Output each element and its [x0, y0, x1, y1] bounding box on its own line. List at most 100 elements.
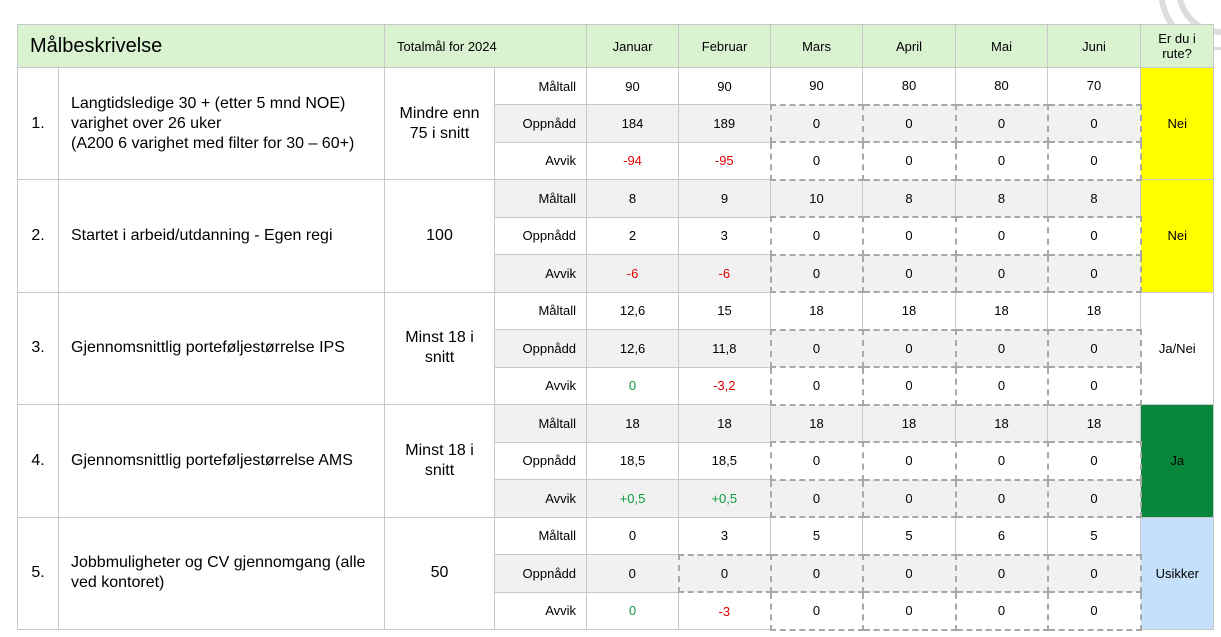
- value-cell: 18,5: [586, 441, 680, 480]
- value-cell: 18: [586, 404, 680, 443]
- status-header: Er du i rute?: [1140, 24, 1215, 68]
- month-header: Februar: [678, 24, 772, 68]
- metric-row: Oppnådd 184 189 0 0 0 0: [18, 103, 1214, 143]
- value-cell: 0: [769, 141, 864, 181]
- status: Nei: [1140, 179, 1215, 293]
- metric-label: Avvik: [494, 141, 588, 180]
- value-cell: 9: [678, 179, 772, 218]
- metric-row: Avvik +0,5 +0,5 0 0 0 0: [18, 478, 1214, 518]
- value-cell: -3,2: [678, 366, 772, 405]
- metric-label: Måltall: [494, 67, 588, 105]
- header-title: Målbeskrivelse: [16, 24, 386, 68]
- value-cell: 0: [954, 366, 1049, 406]
- target: Mindre enn 75 i snitt: [384, 67, 496, 180]
- value-cell: 0: [677, 553, 772, 593]
- month-header: Juni: [1047, 24, 1142, 68]
- metric-row: 2. Startet i arbeid/utdanning - Egen regi…: [17, 179, 1215, 293]
- month-header: April: [862, 24, 957, 68]
- value-cell: 0: [861, 103, 957, 143]
- status: Ja/Nei: [1140, 291, 1215, 405]
- value-cell: 0: [861, 591, 957, 631]
- metric-row: 5. Jobbmuligheter og CV gjennomgang (alle…: [17, 516, 1215, 630]
- month-header: Januar: [586, 24, 680, 68]
- row-number: 1.: [17, 67, 59, 180]
- value-cell: 0: [586, 366, 680, 405]
- value-cell: 0: [1046, 253, 1142, 293]
- value-cell: 0: [861, 216, 957, 256]
- value-cell: 0: [861, 366, 957, 406]
- description: Gjennomsnittlig porteføljestørrelse IPS: [57, 291, 386, 405]
- goal-table: Målbeskrivelse Totalmål for 2024 Januar F…: [16, 24, 1215, 631]
- value-cell: -6: [678, 254, 772, 293]
- month-header: Mars: [770, 24, 864, 68]
- value-cell: 18: [770, 404, 864, 443]
- status: Usikker: [1140, 516, 1215, 630]
- value-cell: 184: [586, 104, 680, 143]
- value-cell: 0: [861, 328, 957, 368]
- value-cell: -95: [678, 141, 772, 180]
- metric-row: Avvik -94 -95 0 0 0 0: [18, 141, 1214, 181]
- value-cell: 0: [1046, 328, 1142, 368]
- value-cell: 90: [678, 67, 772, 105]
- description: Jobbmuligheter og CV gjennomgang (alle v…: [57, 516, 386, 630]
- value-cell: 80: [862, 67, 957, 105]
- value-cell: 0: [861, 478, 957, 518]
- value-cell: 3: [678, 216, 772, 255]
- value-cell: 5: [770, 516, 864, 555]
- table-body: 1. Langtidsledige 30 + (etter 5 mnd NOE) …: [17, 67, 1215, 631]
- row-number: 3.: [17, 291, 59, 405]
- value-cell: 8: [955, 179, 1049, 218]
- value-cell: 8: [586, 179, 680, 218]
- status: Nei: [1140, 67, 1215, 180]
- metric-label: Avvik: [494, 254, 588, 293]
- description: Startet i arbeid/utdanning - Egen regi: [57, 179, 386, 293]
- value-cell: 18,5: [678, 441, 772, 480]
- value-cell: 2: [586, 216, 680, 255]
- row-number: 2.: [17, 179, 59, 293]
- metric-label: Måltall: [494, 404, 588, 443]
- value-cell: 0: [586, 516, 680, 555]
- value-cell: 0: [769, 216, 864, 256]
- value-cell: 18: [955, 404, 1049, 443]
- value-cell: 0: [861, 141, 957, 181]
- value-cell: 0: [1046, 141, 1142, 181]
- value-cell: 0: [769, 328, 864, 368]
- value-cell: 3: [678, 516, 772, 555]
- value-cell: 0: [1046, 103, 1142, 143]
- value-cell: 0: [769, 591, 864, 631]
- metric-label: Avvik: [494, 366, 588, 405]
- metric-row: 3. Gjennomsnittlig porteføljestørrelse IP…: [17, 291, 1215, 405]
- metric-row: Avvik 0 -3 0 0 0 0: [18, 591, 1214, 631]
- value-cell: 18: [862, 404, 957, 443]
- metric-label: Oppnådd: [494, 104, 588, 143]
- metric-row: 4. Gjennomsnittlig porteføljestørrelse AM…: [17, 404, 1215, 518]
- value-cell: 18: [955, 291, 1049, 330]
- row-number: 4.: [17, 404, 59, 518]
- value-cell: 0: [1046, 441, 1142, 481]
- value-cell: 0: [586, 554, 680, 593]
- value-cell: 0: [954, 253, 1049, 293]
- value-cell: 0: [769, 553, 864, 593]
- target: Minst 18 i snitt: [384, 404, 496, 518]
- value-cell: 0: [1046, 366, 1142, 406]
- target: 100: [384, 179, 496, 293]
- value-cell: 90: [586, 67, 680, 105]
- value-cell: 5: [1047, 516, 1142, 555]
- metric-row: Oppnådd 12,6 11,8 0 0 0 0: [18, 328, 1214, 368]
- description: Langtidsledige 30 + (etter 5 mnd NOE) va…: [57, 67, 386, 180]
- value-cell: -94: [586, 141, 680, 180]
- value-cell: 18: [770, 291, 864, 330]
- value-cell: 8: [862, 179, 957, 218]
- header-row: Målbeskrivelse Totalmål for 2024 Januar F…: [16, 24, 1215, 68]
- value-cell: 0: [954, 216, 1049, 256]
- metric-label: Oppnådd: [494, 554, 588, 593]
- value-cell: +0,5: [586, 479, 680, 518]
- metric-label: Oppnådd: [494, 329, 588, 368]
- metric-row: 1. Langtidsledige 30 + (etter 5 mnd NOE) …: [17, 67, 1215, 180]
- value-cell: 0: [954, 328, 1049, 368]
- value-cell: 11,8: [678, 329, 772, 368]
- value-cell: 0: [954, 103, 1049, 143]
- value-cell: 70: [1047, 67, 1142, 105]
- value-cell: 0: [1046, 591, 1142, 631]
